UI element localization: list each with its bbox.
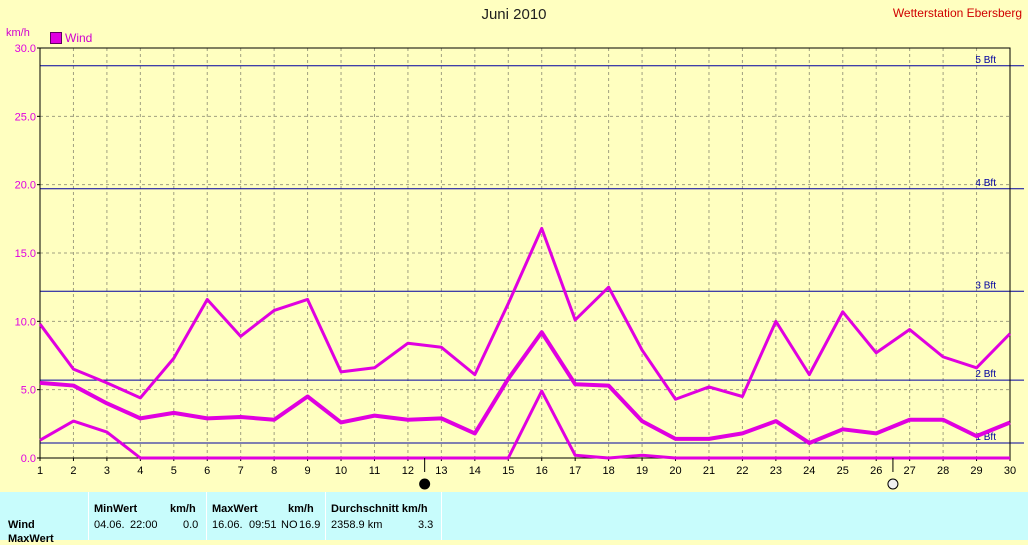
y-tick-label: 20.0: [15, 180, 36, 192]
beaufort-lines: 1 Bft 2 Bft 3 Bft 4 Bft 5 Bft: [40, 55, 1024, 444]
x-tick-label: 30: [1004, 465, 1016, 477]
max-date: 16.06.: [212, 519, 243, 531]
x-tick-label: 19: [636, 465, 648, 477]
x-tick-label: 17: [569, 465, 581, 477]
x-tick-label: 21: [703, 465, 715, 477]
x-tick-label: 6: [204, 465, 210, 477]
legend: Wind: [50, 31, 92, 45]
x-tick-label: 10: [335, 465, 347, 477]
y-tick-label: 10.0: [15, 316, 36, 328]
y-tick-label: 5.0: [21, 385, 36, 397]
table-divider: [88, 492, 89, 540]
summary-table: Wind MaxWert MinWert km/h 04.06. 22:00 0…: [0, 492, 1028, 545]
y-tick-label: 0.0: [21, 453, 36, 465]
x-tick-label: 28: [937, 465, 949, 477]
row-label-cut: MaxWert: [8, 533, 54, 545]
beaufort-label: 2 Bft: [975, 369, 996, 380]
beaufort-label: 1 Bft: [975, 432, 996, 443]
x-tick-label: 1: [37, 465, 43, 477]
x-tick-label: 3: [104, 465, 110, 477]
axes: 1 2 3 4 5 6 7 8 9 10 11 12 13 14 15 16 17 18 19 20 21 22 23 24 2…: [15, 43, 1017, 477]
max-header: MaxWert: [212, 503, 258, 515]
x-tick-label: 7: [238, 465, 244, 477]
x-tick-label: 29: [970, 465, 982, 477]
legend-swatch: [50, 32, 62, 44]
x-tick-label: 24: [803, 465, 815, 477]
new-moon-icon: [419, 478, 431, 490]
max-direction: NO: [281, 519, 298, 531]
min-header: MinWert: [94, 503, 138, 515]
max-unit: km/h: [288, 503, 314, 515]
min-unit: km/h: [170, 503, 196, 515]
series-line: [38, 226, 1012, 401]
x-tick-label: 16: [536, 465, 548, 477]
table-divider: [441, 492, 442, 540]
avg-value: 3.3: [418, 519, 434, 531]
x-tick-label: 2: [70, 465, 76, 477]
y-axis-unit: km/h: [6, 27, 30, 39]
x-tick-label: 13: [435, 465, 447, 477]
series-lines: [38, 226, 1012, 460]
beaufort-label: 3 Bft: [975, 280, 996, 291]
max-time: 09:51: [249, 519, 277, 531]
series-line: [39, 389, 1010, 460]
legend-label: Wind: [65, 31, 93, 45]
x-tick-label: 20: [669, 465, 681, 477]
x-tick-label: 9: [305, 465, 311, 477]
full-moon-icon: [887, 478, 899, 490]
x-tick-label: 5: [171, 465, 177, 477]
avg-distance: 2358.9 km: [331, 519, 383, 531]
x-tick-label: 26: [870, 465, 882, 477]
table-divider: [206, 492, 207, 540]
x-tick-label: 22: [736, 465, 748, 477]
avg-header: Durchschnitt km/h: [331, 503, 428, 515]
x-tick-label: 25: [837, 465, 849, 477]
y-tick-label: 25.0: [15, 111, 36, 123]
station-name: Wetterstation Ebersberg: [892, 6, 1022, 20]
x-tick-label: 23: [770, 465, 782, 477]
beaufort-label: 5 Bft: [975, 55, 996, 66]
plot-frame: [39, 47, 1011, 459]
chart-title: Juni 2010: [481, 6, 547, 23]
x-tick-label: 12: [402, 465, 414, 477]
min-value: 0.0: [183, 519, 199, 531]
min-time: 22:00: [130, 519, 158, 531]
row-label-wind: Wind: [8, 519, 35, 531]
x-tick-label: 27: [904, 465, 916, 477]
grid: [40, 48, 1010, 458]
x-tick-label: 11: [369, 465, 380, 477]
moon-phases: [419, 458, 899, 490]
table-divider: [325, 492, 326, 540]
y-tick-label: 30.0: [15, 43, 36, 55]
x-tick-label: 8: [271, 465, 277, 477]
beaufort-label: 4 Bft: [975, 178, 996, 189]
y-tick-label: 15.0: [15, 248, 36, 260]
x-tick-label: 15: [502, 465, 514, 477]
x-tick-label: 18: [602, 465, 614, 477]
x-tick-label: 14: [469, 465, 481, 477]
min-date: 04.06.: [94, 519, 125, 531]
series-line: [39, 330, 1011, 445]
x-tick-label: 4: [137, 465, 143, 477]
max-value: 16.9: [299, 519, 321, 531]
